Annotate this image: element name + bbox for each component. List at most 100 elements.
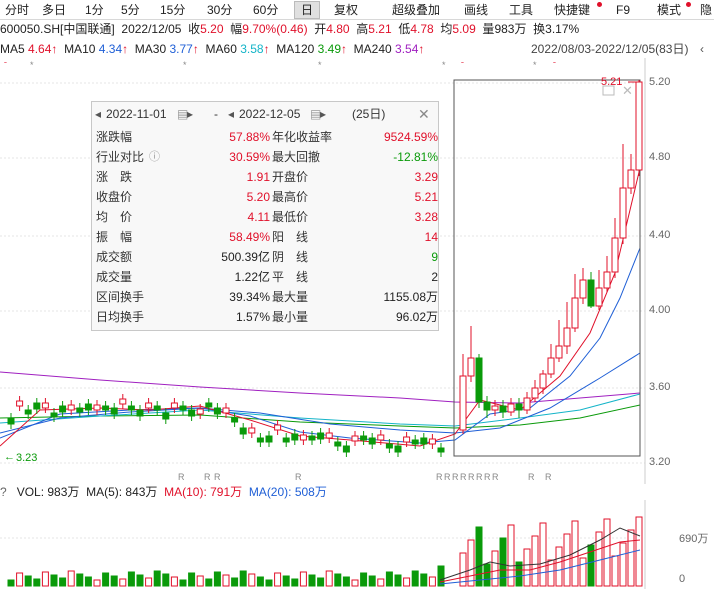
candle — [351, 435, 359, 442]
high-label: 高 — [356, 22, 369, 36]
tab-30min[interactable]: 30分 — [207, 3, 233, 17]
tab-multi-day[interactable]: 多日 — [42, 3, 67, 17]
candle — [491, 405, 499, 411]
ma120-arrow: ↑ — [341, 42, 347, 56]
hotkey-menu[interactable]: 快捷键 — [554, 3, 591, 17]
candle — [377, 434, 385, 441]
f9-button[interactable]: F9 — [616, 3, 631, 17]
ma120-value: 3.49 — [317, 42, 341, 56]
volume-bar — [619, 542, 627, 587]
ma240-label: MA240 — [353, 42, 392, 56]
adjust-menu[interactable]: 复权 — [334, 3, 359, 17]
prev-end-icon[interactable]: ◂ — [228, 107, 235, 121]
candle — [483, 401, 491, 411]
chevron-left-icon[interactable]: ‹ — [700, 42, 704, 56]
end-date-field[interactable]: 2022-12-05 — [239, 107, 301, 121]
volume-bar — [627, 529, 635, 587]
tab-intraday[interactable]: 分时 — [5, 3, 30, 17]
candle — [33, 402, 41, 410]
prev-start-icon[interactable]: ◂ — [95, 107, 102, 121]
candle — [239, 427, 247, 435]
help-icon[interactable]: ? — [0, 485, 7, 499]
candle — [595, 287, 603, 307]
stat-value: 1155.08万 — [383, 290, 439, 304]
volume-bar — [256, 576, 264, 587]
stock-code: 600050.SH[中国联通] — [0, 22, 115, 36]
price-axis-label: 4.80 — [649, 151, 671, 163]
tools-menu[interactable]: 工具 — [509, 3, 534, 17]
ma60-label: MA60 — [205, 42, 237, 56]
calendar-icon[interactable]: ▤ — [177, 107, 189, 121]
volume-bar — [483, 563, 491, 587]
period-toolbar: 分时 多日 1分 5分 15分 30分 60分 日 复权 超级叠加 画线 工具 … — [0, 0, 714, 20]
tab-1min[interactable]: 1分 — [85, 3, 104, 17]
volume-bar — [196, 575, 204, 587]
avg-label: 均 — [440, 22, 453, 36]
stat-label: 最小量 — [272, 310, 309, 324]
calendar-icon[interactable]: ▤ — [310, 107, 322, 121]
tab-5min[interactable]: 5分 — [121, 3, 140, 17]
window-icon[interactable] — [602, 85, 615, 96]
candle — [41, 402, 49, 409]
volume-value: 983万 — [494, 22, 527, 36]
candle — [231, 417, 239, 423]
price-axis-label: 5.20 — [649, 76, 671, 88]
tab-15min[interactable]: 15分 — [160, 3, 186, 17]
ma30-line — [0, 352, 641, 434]
candle — [459, 375, 467, 431]
vol-ma20: MA(20): 508万 — [248, 485, 327, 499]
close-icon[interactable]: ✕ — [418, 106, 430, 122]
volume-bar — [110, 575, 118, 587]
candle — [162, 412, 170, 420]
tab-daily[interactable]: 日 — [294, 1, 320, 19]
candle — [127, 405, 135, 411]
svg-text:ˉ: ˉ — [461, 60, 464, 70]
r-mark: R — [460, 472, 467, 482]
help-icon[interactable]: ⓘ — [149, 151, 160, 163]
stat-label: 成交量 — [96, 270, 133, 284]
volume-bar — [342, 576, 350, 587]
hide-button[interactable]: 隐 — [700, 3, 713, 17]
volume-bar — [248, 573, 256, 587]
drawing-menu[interactable]: 画线 — [464, 3, 489, 17]
volume-bar — [76, 573, 84, 587]
next-start-icon[interactable]: ▸ — [187, 107, 194, 121]
start-date-field[interactable]: 2022-11-01 — [106, 107, 167, 121]
ma5-line — [0, 167, 641, 447]
ma240-line — [0, 371, 641, 404]
volume-bar — [41, 571, 49, 587]
stat-value: 2 — [431, 270, 438, 284]
tab-60min[interactable]: 60分 — [253, 3, 279, 17]
price-axis-label: 3.60 — [649, 381, 671, 393]
stat-value: -12.81% — [393, 150, 438, 164]
selection-range-box — [453, 79, 641, 457]
volume-bar — [84, 576, 92, 587]
next-end-icon[interactable]: ▸ — [320, 107, 327, 121]
volume-bar — [420, 573, 428, 587]
r-mark: R — [468, 472, 475, 482]
stat-label: 最大回撤 — [272, 150, 321, 164]
close-icon[interactable]: ✕ — [622, 83, 633, 98]
r-mark: R — [528, 472, 535, 482]
open-value: 4.80 — [326, 22, 350, 36]
stat-value: 4.11 — [247, 210, 270, 224]
volume-bar — [555, 546, 563, 587]
svg-text:*: * — [318, 60, 322, 70]
candle — [145, 402, 153, 409]
volume-chart[interactable]: 690万 0 — [0, 500, 714, 589]
stat-value: 5.20 — [246, 190, 270, 204]
volume-bar — [24, 575, 32, 587]
r-mark: R — [214, 472, 221, 482]
date-range-label: 2022/08/03-2022/12/05(83日) — [531, 42, 689, 56]
candle — [24, 409, 32, 415]
candle — [170, 402, 178, 409]
overlay-menu[interactable]: 超级叠加 — [392, 3, 441, 17]
volume-bar — [222, 574, 230, 587]
price-axis-label: 3.20 — [649, 456, 671, 468]
stat-label: 阴 线 — [272, 250, 309, 264]
volume-bar — [119, 578, 127, 587]
ma120-label: MA120 — [276, 42, 315, 56]
volume-bar — [153, 570, 161, 587]
ma10-value: 4.34 — [98, 42, 123, 56]
mode-menu[interactable]: 模式 — [657, 3, 682, 17]
